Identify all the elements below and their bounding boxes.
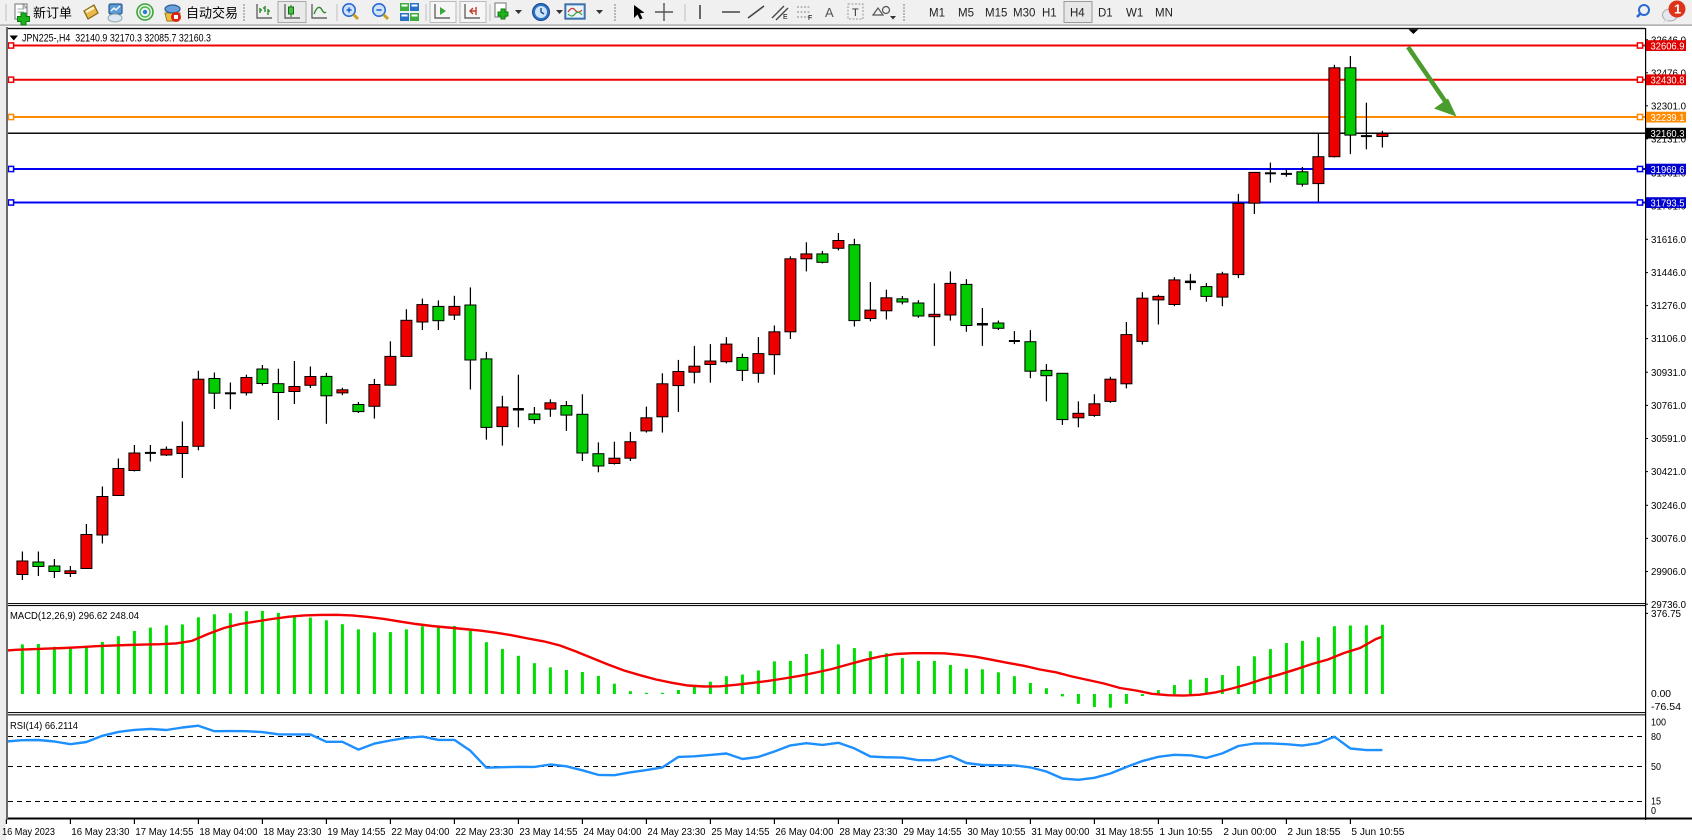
svg-text:31616.0: 31616.0 bbox=[1651, 235, 1686, 246]
svg-text:M1: M1 bbox=[929, 8, 945, 20]
svg-text:25 May 14:55: 25 May 14:55 bbox=[711, 827, 769, 838]
svg-text:31276.0: 31276.0 bbox=[1651, 301, 1686, 312]
svg-text:16 May 2023: 16 May 2023 bbox=[2, 827, 55, 838]
svg-text:E: E bbox=[783, 14, 788, 21]
svg-text:100: 100 bbox=[1651, 717, 1666, 728]
svg-text:31969.6: 31969.6 bbox=[1651, 165, 1685, 176]
svg-text:2 Jun 00:00: 2 Jun 00:00 bbox=[1223, 827, 1276, 838]
svg-text:MN: MN bbox=[1155, 8, 1173, 20]
svg-text:M30: M30 bbox=[1013, 8, 1035, 20]
svg-text:A: A bbox=[825, 5, 834, 20]
svg-text:31446.0: 31446.0 bbox=[1651, 268, 1686, 279]
svg-text:24 May 23:30: 24 May 23:30 bbox=[647, 827, 705, 838]
svg-text:F: F bbox=[808, 15, 812, 22]
svg-text:22 May 04:00: 22 May 04:00 bbox=[391, 827, 449, 838]
svg-text:16 May 23:30: 16 May 23:30 bbox=[71, 827, 129, 838]
svg-text:0.00: 0.00 bbox=[1651, 689, 1671, 700]
svg-text:M15: M15 bbox=[985, 8, 1007, 20]
svg-text:30761.0: 30761.0 bbox=[1651, 401, 1686, 412]
svg-text:RSI(14) 66.2114: RSI(14) 66.2114 bbox=[10, 721, 78, 732]
svg-text:H4: H4 bbox=[1070, 8, 1085, 20]
svg-text:22 May 23:30: 22 May 23:30 bbox=[455, 827, 513, 838]
svg-text:26 May 04:00: 26 May 04:00 bbox=[775, 827, 833, 838]
svg-text:32131.0: 32131.0 bbox=[1651, 134, 1686, 145]
svg-text:30421.0: 30421.0 bbox=[1651, 467, 1686, 478]
svg-text:1: 1 bbox=[1674, 2, 1681, 17]
svg-text:30076.0: 30076.0 bbox=[1651, 534, 1686, 545]
svg-text:18 May 23:30: 18 May 23:30 bbox=[263, 827, 321, 838]
svg-text:30246.0: 30246.0 bbox=[1651, 501, 1686, 512]
svg-text:376.75: 376.75 bbox=[1651, 609, 1681, 620]
svg-text:30591.0: 30591.0 bbox=[1651, 434, 1686, 445]
svg-text:19 May 14:55: 19 May 14:55 bbox=[327, 827, 385, 838]
svg-text:2 Jun 18:55: 2 Jun 18:55 bbox=[1287, 827, 1340, 838]
svg-text:T: T bbox=[852, 7, 859, 19]
svg-text:32430.8: 32430.8 bbox=[1651, 76, 1685, 87]
svg-text:自动交易: 自动交易 bbox=[186, 6, 238, 21]
svg-text:29 May 14:55: 29 May 14:55 bbox=[903, 827, 961, 838]
svg-text:MACD(12,26,9) 296.62 248.04: MACD(12,26,9) 296.62 248.04 bbox=[10, 611, 139, 622]
svg-text:32301.0: 32301.0 bbox=[1651, 101, 1686, 112]
svg-text:M5: M5 bbox=[958, 8, 974, 20]
svg-text:15: 15 bbox=[1651, 797, 1661, 808]
svg-text:JPN225-,H4 32140.9 32170.3 32: JPN225-,H4 32140.9 32170.3 32085.7 32160… bbox=[22, 33, 211, 45]
svg-text:-76.54: -76.54 bbox=[1651, 702, 1681, 713]
svg-text:18 May 04:00: 18 May 04:00 bbox=[199, 827, 257, 838]
svg-text:32476.0: 32476.0 bbox=[1651, 68, 1686, 79]
svg-text:50: 50 bbox=[1651, 762, 1661, 773]
svg-text:1 Jun 10:55: 1 Jun 10:55 bbox=[1159, 827, 1212, 838]
svg-text:17 May 14:55: 17 May 14:55 bbox=[135, 827, 193, 838]
svg-text:30 May 10:55: 30 May 10:55 bbox=[967, 827, 1025, 838]
svg-text:31 May 18:55: 31 May 18:55 bbox=[1095, 827, 1153, 838]
svg-text:5 Jun 10:55: 5 Jun 10:55 bbox=[1351, 827, 1404, 838]
svg-text:24 May 04:00: 24 May 04:00 bbox=[583, 827, 641, 838]
svg-text:28 May 23:30: 28 May 23:30 bbox=[839, 827, 897, 838]
svg-text:29736.0: 29736.0 bbox=[1651, 600, 1686, 611]
svg-text:新订单: 新订单 bbox=[33, 6, 72, 21]
svg-text:23 May 14:55: 23 May 14:55 bbox=[519, 827, 577, 838]
svg-text:31106.0: 31106.0 bbox=[1651, 334, 1686, 345]
svg-text:0: 0 bbox=[1651, 806, 1656, 817]
svg-text:W1: W1 bbox=[1126, 8, 1143, 20]
svg-text:32606.9: 32606.9 bbox=[1651, 41, 1685, 52]
svg-text:D1: D1 bbox=[1098, 8, 1113, 20]
svg-text:30931.0: 30931.0 bbox=[1651, 368, 1686, 379]
svg-text:31 May 00:00: 31 May 00:00 bbox=[1031, 827, 1089, 838]
svg-text:80: 80 bbox=[1651, 732, 1661, 743]
svg-text:H1: H1 bbox=[1042, 8, 1057, 20]
svg-text:31793.5: 31793.5 bbox=[1651, 198, 1685, 209]
svg-text:32239.1: 32239.1 bbox=[1651, 113, 1685, 124]
svg-text:32160.3: 32160.3 bbox=[1651, 129, 1685, 140]
svg-text:29906.0: 29906.0 bbox=[1651, 567, 1686, 578]
